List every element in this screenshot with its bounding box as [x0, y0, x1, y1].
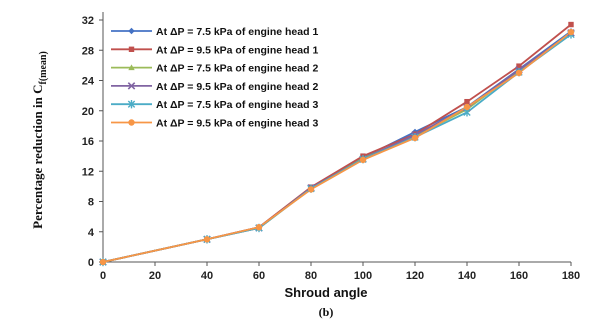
y-tick-label: 32 — [82, 15, 94, 27]
data-point-series-6 — [515, 69, 523, 77]
y-tick-label: 20 — [82, 106, 94, 118]
legend-label-6: At ΔP = 9.5 kPa of engine head 3 — [156, 118, 318, 130]
x-axis-title: Shroud angle — [284, 285, 367, 300]
axes — [102, 12, 571, 263]
y-tick-label: 0 — [88, 257, 94, 269]
x-tick-labels: 0 20 40 60 80 100 120 140 160 180 — [100, 262, 580, 282]
x-tick-label: 180 — [562, 270, 580, 282]
legend-label-5: At ΔP = 7.5 kPa of engine head 3 — [156, 99, 318, 111]
data-point-series-2 — [516, 63, 522, 69]
data-point-series-2 — [568, 21, 574, 28]
y-axis-title: Percentage reduction in Cf(mean) — [30, 51, 49, 229]
y-tick-label: 24 — [82, 76, 95, 88]
legend-label-3: At ΔP = 7.5 kPa of engine head 2 — [156, 63, 318, 75]
legend-marker-3 — [128, 64, 135, 71]
legend-marker-2 — [128, 46, 135, 52]
y-tick-label: 12 — [82, 166, 94, 178]
x-tick-label: 20 — [149, 270, 161, 282]
data-point-series-6 — [411, 134, 419, 142]
y-tick-label: 16 — [82, 136, 94, 148]
series-markers — [99, 21, 575, 267]
x-tick-label: 100 — [354, 270, 372, 282]
x-tick-label: 0 — [100, 270, 106, 282]
legend-marker-6 — [128, 119, 135, 126]
x-tick-label: 40 — [201, 270, 213, 282]
data-point-series-6 — [255, 224, 263, 231]
legend-marker-1 — [128, 27, 135, 35]
x-tick-label: 160 — [510, 270, 528, 282]
legend-marker-4 — [127, 82, 136, 90]
legend-label-1: At ΔP = 7.5 kPa of engine head 1 — [156, 26, 318, 38]
x-tick-label: 140 — [458, 270, 476, 282]
data-point-series-6 — [567, 28, 575, 36]
svg-text:Percentage reduction in Cf(mea: Percentage reduction in Cf(mean) — [30, 51, 49, 229]
y-tick-label: 8 — [88, 197, 94, 209]
y-tick-labels: 0 4 8 12 16 20 24 28 32 — [82, 15, 103, 269]
data-point-series-6 — [463, 103, 471, 111]
data-point-series-6 — [307, 186, 315, 193]
data-point-series-6 — [99, 258, 107, 266]
y-tick-label: 4 — [88, 227, 95, 239]
y-axis-title-subscript: f(mean) — [38, 51, 49, 84]
data-point-series-2 — [464, 98, 470, 105]
figure-caption: (b) — [319, 305, 334, 319]
y-tick-label: 28 — [82, 45, 94, 57]
x-tick-label: 120 — [406, 270, 424, 282]
legend-label-4: At ΔP = 9.5 kPa of engine head 2 — [156, 81, 318, 93]
legend-marker-4-stroke — [127, 82, 136, 90]
legend-label-2: At ΔP = 9.5 kPa of engine head 1 — [156, 44, 318, 56]
x-tick-label: 80 — [305, 270, 317, 282]
legend-marker-5 — [127, 100, 136, 109]
y-axis-title-main: Percentage reduction in C — [30, 85, 45, 229]
legend: At ΔP = 7.5 kPa of engine head 1 At ΔP = … — [111, 26, 318, 130]
data-point-series-6 — [359, 156, 367, 164]
data-point-series-6 — [203, 236, 211, 243]
x-tick-label: 60 — [253, 270, 265, 282]
